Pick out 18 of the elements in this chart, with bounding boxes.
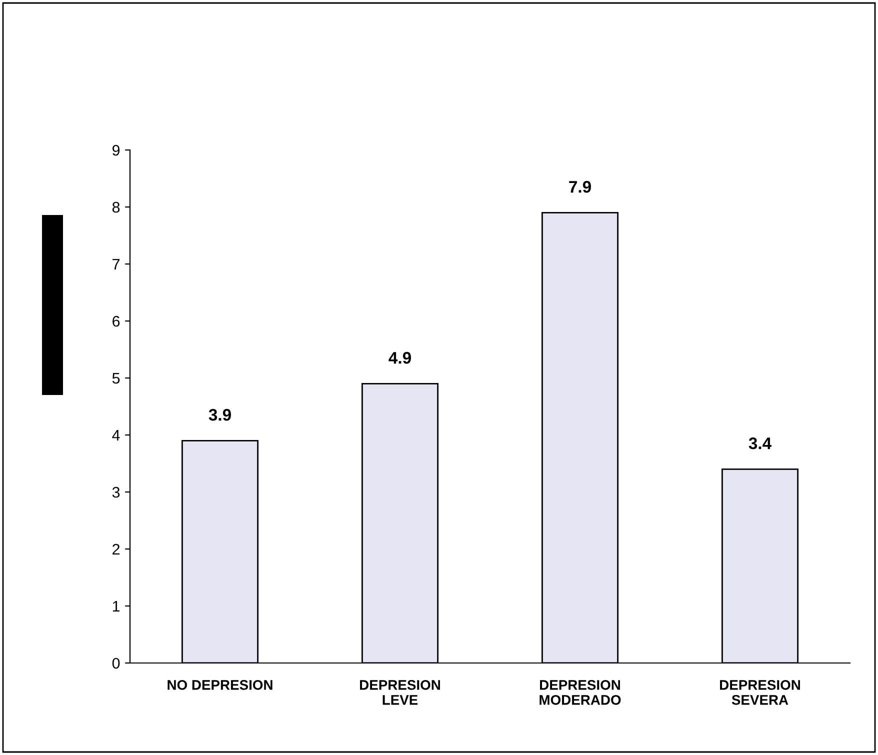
y-tick-label: 1: [112, 601, 120, 612]
y-tick-label: 9: [112, 144, 120, 156]
x-tick-label: DEPRESION LEVE: [360, 680, 440, 705]
data-label: 4.9: [388, 352, 411, 364]
x-tick-label: NO DEPRESION: [168, 680, 272, 690]
data-label: 3.4: [748, 437, 772, 450]
x-tick-label: DEPRESION SEVERA: [720, 680, 800, 705]
y-tick-label: 6: [112, 316, 120, 327]
data-label: 7.9: [569, 180, 591, 193]
y-tick-label: 2: [112, 544, 120, 555]
x-tick-label: DEPRESION MODERADO: [540, 680, 621, 705]
y-tick-label: 8: [112, 202, 120, 213]
y-tick-label: 3: [112, 486, 120, 498]
data-label: 3.9: [208, 408, 231, 421]
y-tick-label: 5: [112, 373, 120, 384]
y-tick-label: 0: [112, 658, 120, 669]
y-tick-label: 7: [112, 259, 120, 270]
y-tick-label: 4: [112, 430, 120, 441]
